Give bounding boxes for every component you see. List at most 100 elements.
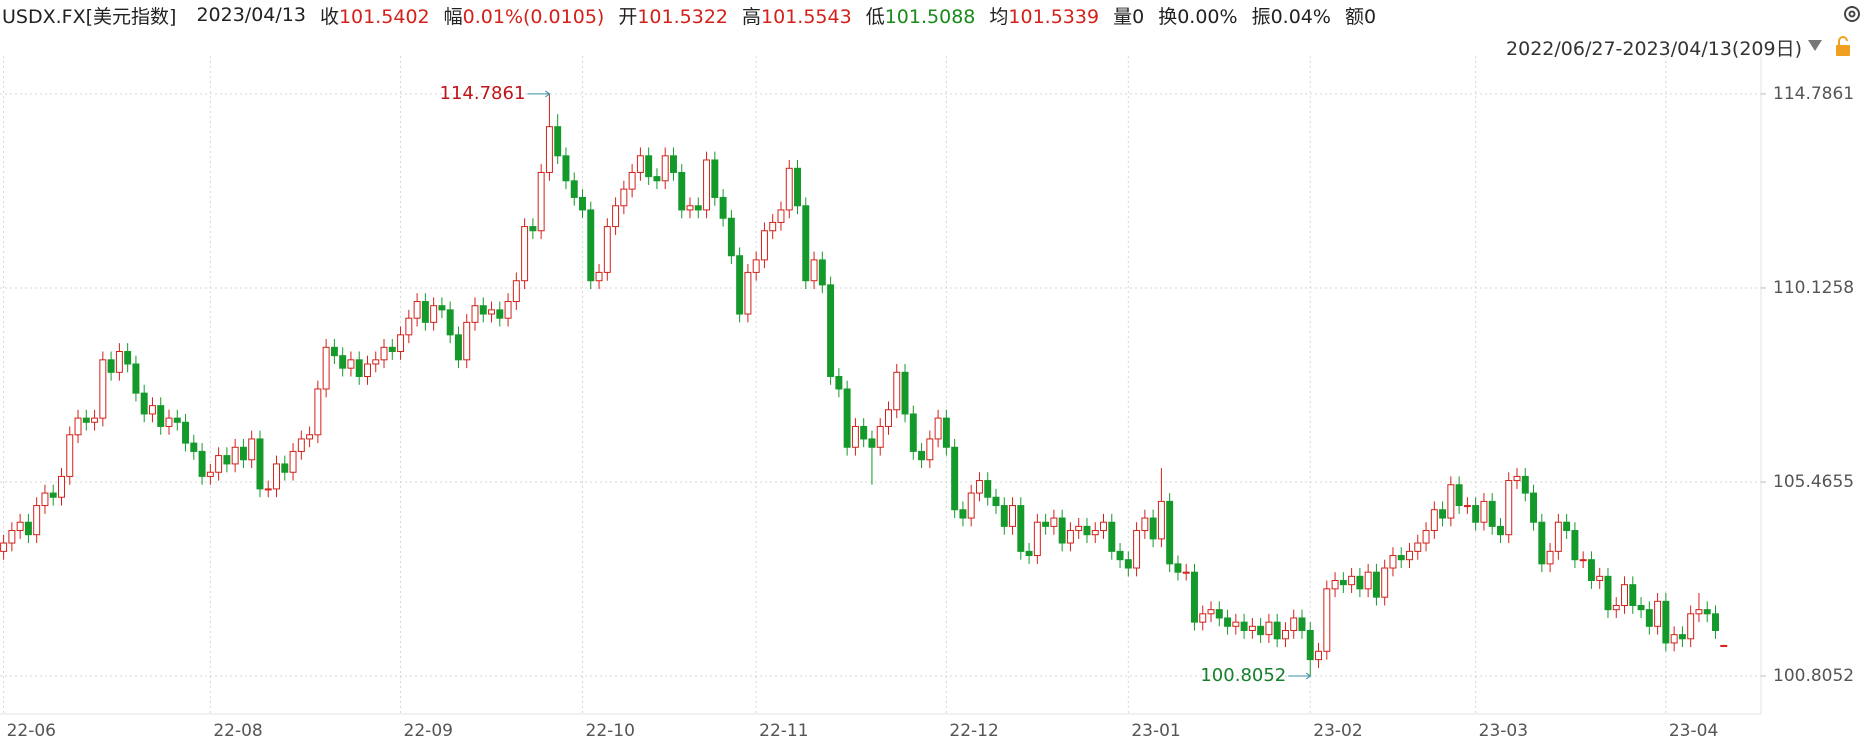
x-tick-label: 23-04 — [1669, 721, 1718, 741]
candle-body — [595, 271, 603, 282]
x-tick-label: 22-06 — [7, 721, 56, 741]
quote-value: 101.5322 — [637, 5, 729, 28]
candle-body — [967, 492, 975, 519]
candle-body — [1496, 525, 1504, 536]
candle-body — [769, 221, 777, 232]
range-text[interactable]: 2022/06/27-2023/04/13(209日) — [1506, 38, 1802, 60]
candle-body — [1687, 613, 1695, 640]
candle-body — [529, 226, 537, 232]
candle-body — [1298, 617, 1306, 631]
candle-body — [1141, 517, 1149, 532]
candle-body — [1265, 621, 1273, 636]
quote-value: 0 — [1132, 5, 1145, 28]
candle-body — [1637, 604, 1645, 611]
candle-body — [843, 388, 851, 448]
candle-body — [992, 496, 1000, 507]
candle-body — [388, 346, 396, 353]
candle-body — [620, 188, 628, 207]
candle-body — [893, 371, 901, 411]
quote-item: 开101.5322 — [618, 2, 728, 29]
candle-body — [1248, 625, 1256, 631]
candle-body — [1009, 505, 1017, 527]
candle-body — [579, 196, 586, 211]
candle-body — [140, 392, 148, 415]
candle-body — [1521, 475, 1529, 494]
candle-body — [1273, 621, 1281, 640]
quote-item: 收101.5402 — [320, 2, 430, 29]
quote-label: 低 — [865, 5, 885, 28]
candle-body — [1530, 492, 1538, 523]
candle-body — [488, 309, 496, 315]
annotation-arrow — [545, 90, 551, 98]
candle-body — [1571, 530, 1579, 561]
quote-item: 幅0.01%(0.0105) — [444, 2, 605, 29]
range-dropdown[interactable] — [1808, 40, 1822, 51]
candle-body — [1430, 509, 1438, 532]
candle-body — [182, 421, 190, 444]
candle-body — [1414, 542, 1422, 552]
candle-body — [810, 259, 818, 282]
candle-body — [1050, 517, 1058, 527]
annotation: 100.8052 — [1200, 665, 1286, 686]
candle-body — [1116, 550, 1124, 561]
candle-body — [148, 405, 156, 415]
settings-icon[interactable] — [1844, 6, 1860, 22]
lock-icon[interactable] — [1836, 36, 1850, 56]
candle-body — [1042, 521, 1050, 527]
candle-body — [1356, 575, 1364, 590]
candle-body — [1348, 575, 1356, 586]
candle-body — [727, 217, 735, 257]
candle-body — [58, 475, 65, 498]
candle-body — [1554, 521, 1562, 552]
candle-body — [223, 455, 231, 465]
candle-body — [173, 417, 181, 423]
candle-body — [1339, 580, 1347, 586]
annotation-arrow — [1305, 672, 1312, 680]
candle-body — [1149, 517, 1157, 540]
date-range[interactable]: 2022/06/27-2023/04/13(209日) — [1506, 34, 1802, 61]
candle-body — [66, 434, 74, 477]
candle-body — [413, 301, 421, 319]
candle-body — [256, 438, 264, 490]
candle-body — [339, 355, 347, 369]
candle-body — [1397, 555, 1405, 561]
candle-body — [74, 417, 82, 436]
candle-body — [802, 205, 810, 282]
candle-body — [661, 155, 669, 182]
candle-body — [33, 505, 41, 536]
candle-body — [1455, 484, 1463, 507]
candle-body — [198, 450, 206, 477]
quote-label: 振 — [1251, 5, 1271, 28]
candle-body — [760, 230, 768, 261]
candle-body — [1232, 621, 1240, 627]
candle-body — [694, 205, 702, 211]
quote-value: 0.01%(0.0105) — [462, 5, 605, 28]
candle-body — [8, 530, 16, 544]
candle-body — [0, 542, 8, 552]
quote-value: 101.5339 — [1008, 5, 1100, 28]
candle-body — [281, 463, 289, 473]
candle-body — [1315, 650, 1323, 661]
candle-body — [1033, 521, 1041, 557]
candle-body — [355, 359, 363, 377]
candle-body — [239, 446, 247, 461]
candle-body — [248, 438, 256, 461]
candle-body — [1513, 475, 1521, 482]
candle-body — [1091, 530, 1099, 536]
y-tick-label: 114.7861 — [1773, 84, 1854, 104]
candle-body — [827, 284, 835, 377]
candle-body — [1703, 609, 1711, 615]
quote-label: 换 — [1158, 5, 1178, 28]
x-tick-label: 22-08 — [213, 721, 262, 741]
candle-body — [1381, 567, 1389, 598]
candle-body — [645, 155, 653, 178]
candle-body — [82, 417, 90, 423]
quote-value: 0.00% — [1177, 5, 1238, 28]
candle-body — [794, 167, 801, 207]
candle-body — [719, 196, 727, 219]
quote-label: 高 — [742, 5, 762, 28]
quote-value: 101.5543 — [761, 5, 852, 28]
candle-body — [1612, 604, 1620, 611]
candle-body — [777, 209, 785, 223]
candle-body — [165, 417, 173, 427]
